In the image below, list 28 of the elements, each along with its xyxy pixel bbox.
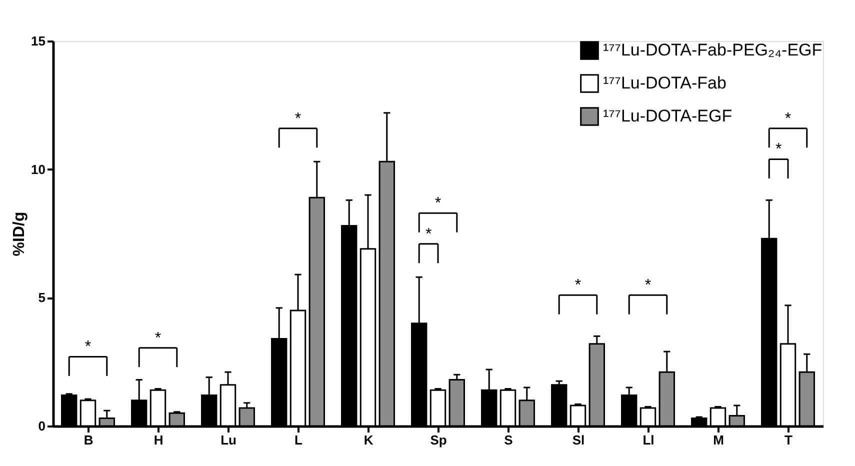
x-tick-label: L [294,432,303,448]
annotation: * [154,330,162,347]
x-tick-label: Sp [430,432,447,448]
annotation: * [644,277,652,294]
annotation: * [784,110,792,128]
y-tick-label: 0 [38,418,46,434]
annotation: * [84,338,92,356]
x-tick-label: H [154,432,164,448]
x-tick-label: M [713,432,724,448]
annotation: * [294,110,302,128]
x-tick-label: Lu [220,432,236,448]
y-tick-label: 10 [31,162,46,177]
annotation: * [434,195,442,212]
annotation: * [574,277,582,294]
y-tick-label: 15 [31,34,46,48]
legend-label: ¹⁷⁷Lu-DOTA-Fab [603,74,726,92]
legend-label: ¹⁷⁷Lu-DOTA-Fab-PEG₂₄-EGF [603,40,822,60]
x-tick-label: S [504,432,514,448]
x-tick-label: T [784,432,793,448]
x-tick-label: Sl [572,432,585,448]
legend-label: ¹⁷⁷Lu-DOTA-EGF [603,106,732,126]
y-tick-label: 5 [38,290,46,306]
x-tick-label: K [364,432,374,448]
x-tick-label: Ll [642,432,654,448]
x-tick-label: B [84,432,94,448]
y-axis-title: %ID/g [11,212,28,256]
annotation: * [425,226,432,243]
annotation: * [775,141,782,158]
